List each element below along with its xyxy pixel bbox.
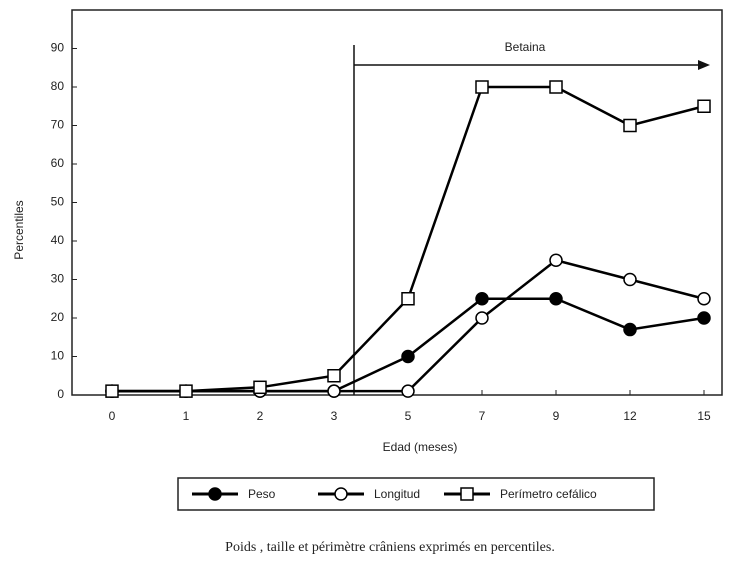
x-tick-label: 0 bbox=[109, 409, 116, 423]
x-tick-label: 7 bbox=[479, 409, 486, 423]
annotation: Betaina bbox=[505, 40, 546, 54]
y-tick-label: 70 bbox=[51, 118, 65, 132]
x-tick-label: 2 bbox=[257, 409, 264, 423]
x-tick-label: 3 bbox=[331, 409, 338, 423]
y-tick-label: 80 bbox=[51, 79, 65, 93]
series-line bbox=[112, 258, 705, 393]
marker bbox=[327, 384, 341, 398]
legend-label: Perímetro cefálico bbox=[500, 487, 597, 501]
marker bbox=[327, 369, 341, 383]
y-tick-label: 40 bbox=[51, 233, 65, 247]
legend bbox=[177, 477, 655, 511]
legend-label: Peso bbox=[248, 487, 276, 501]
y-tick-label: 90 bbox=[51, 41, 65, 55]
marker bbox=[697, 292, 711, 306]
legend-marker bbox=[460, 487, 474, 501]
caption: Poids , taille et périmètre crâniens exp… bbox=[225, 540, 555, 555]
marker bbox=[697, 99, 711, 113]
x-axis-label: Edad (meses) bbox=[383, 440, 458, 454]
plot-frame bbox=[71, 9, 723, 396]
series-line bbox=[112, 85, 705, 393]
y-tick-label: 10 bbox=[51, 349, 65, 363]
legend-label: Longitud bbox=[374, 487, 420, 501]
y-tick-label: 60 bbox=[51, 156, 65, 170]
x-tick-label: 9 bbox=[553, 409, 560, 423]
marker bbox=[623, 118, 637, 133]
x-tick-label: 12 bbox=[623, 409, 637, 423]
marker bbox=[401, 384, 415, 398]
legend-marker bbox=[334, 487, 348, 501]
marker bbox=[549, 80, 563, 94]
marker bbox=[475, 80, 489, 94]
y-tick-label: 50 bbox=[51, 195, 65, 209]
series-line bbox=[112, 297, 705, 393]
marker bbox=[623, 272, 637, 287]
y-tick-label: 20 bbox=[51, 310, 65, 324]
arrow-head bbox=[698, 60, 710, 70]
marker bbox=[475, 292, 489, 306]
marker bbox=[549, 253, 563, 267]
legend-marker bbox=[208, 487, 222, 501]
marker bbox=[549, 292, 563, 306]
marker bbox=[475, 311, 489, 325]
x-tick-label: 1 bbox=[183, 409, 190, 423]
y-tick-label: 30 bbox=[51, 272, 65, 286]
marker bbox=[105, 384, 119, 398]
marker bbox=[179, 384, 193, 398]
y-tick-label: 0 bbox=[57, 387, 64, 401]
marker bbox=[401, 349, 415, 364]
marker bbox=[401, 292, 415, 306]
x-tick-label: 5 bbox=[405, 409, 412, 423]
x-tick-label: 15 bbox=[697, 409, 711, 423]
y-axis-label: Percentiles bbox=[12, 200, 26, 259]
marker bbox=[623, 322, 637, 337]
marker bbox=[253, 380, 267, 395]
marker bbox=[697, 311, 711, 325]
